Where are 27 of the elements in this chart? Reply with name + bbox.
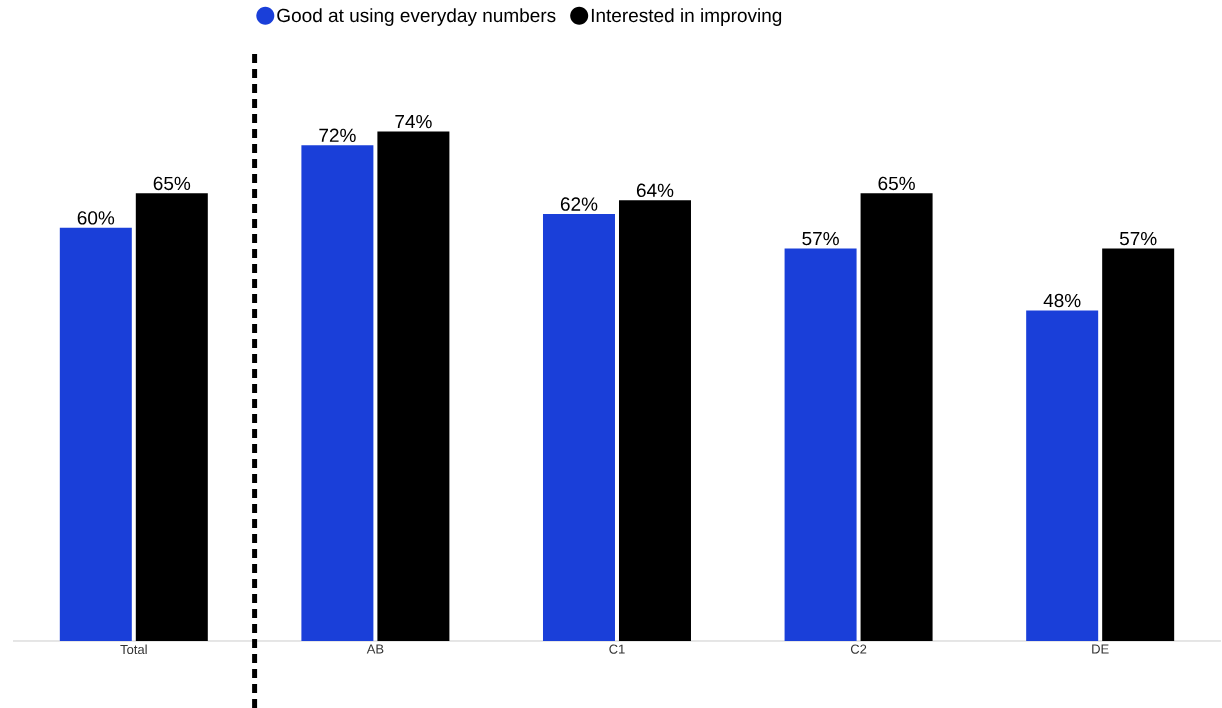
data-label: 74% [395, 114, 432, 129]
data-label: 57% [802, 231, 839, 246]
data-label: 72% [319, 128, 356, 142]
data-label: 48% [1043, 293, 1081, 308]
legend-label: Interested in improving [591, 8, 782, 26]
legend-label: Good at using everyday numbers [277, 8, 556, 26]
bar [542, 214, 615, 641]
bar [784, 248, 857, 641]
data-label: 62% [560, 197, 598, 211]
bar [135, 193, 208, 641]
bar [860, 193, 933, 641]
bar [377, 131, 450, 641]
bar [618, 200, 691, 641]
bar [301, 145, 374, 641]
bar [1026, 310, 1099, 641]
data-label: 65% [153, 176, 191, 191]
x-tick-label: C2 [850, 644, 867, 654]
x-tick-label: AB [366, 644, 384, 654]
bar [1102, 248, 1175, 641]
x-tick-label: Total [120, 644, 147, 655]
bar [59, 227, 132, 641]
x-tick-label: C1 [609, 644, 625, 654]
data-label: 60% [77, 211, 115, 225]
data-label: 57% [1119, 231, 1157, 246]
x-tick-label: DE [1092, 644, 1109, 654]
data-label: 64% [636, 183, 674, 198]
data-label: 65% [878, 176, 915, 191]
